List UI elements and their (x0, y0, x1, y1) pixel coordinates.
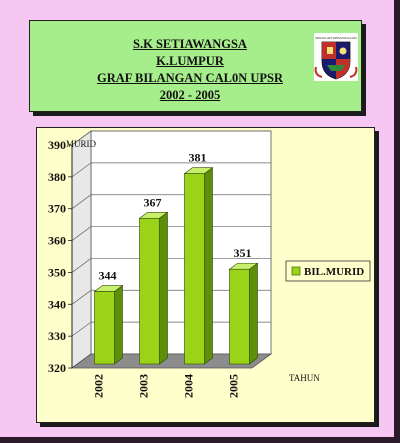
x-tick-label: 2004 (182, 374, 196, 398)
legend-label: BIL.MURID (304, 266, 364, 278)
header-panel: S.K SETIAWANGSA K.LUMPUR GRAF BILANGAN C… (29, 20, 362, 112)
bar-side (114, 284, 123, 365)
legend-box (285, 260, 371, 282)
gridline-diagonal (71, 290, 92, 305)
bar (184, 173, 205, 365)
school-location: K.LUMPUR (156, 54, 224, 68)
x-axis-title: TAHUN (289, 373, 320, 383)
data-label: 344 (99, 269, 117, 283)
school-name: S.K SETIAWANGSA (133, 37, 247, 51)
gridline-diagonal (71, 321, 92, 337)
bar-side (159, 211, 168, 365)
y-axis-title: MURID (66, 139, 97, 149)
chart-side-wall (71, 130, 92, 369)
graph-title: GRAF BILANGAN CAL0N UPSR (96, 71, 283, 85)
data-label: 381 (189, 151, 207, 165)
bar (139, 217, 160, 365)
x-tick-label: 2003 (137, 374, 151, 398)
data-label: 351 (234, 246, 252, 260)
y-tick-label: 370 (48, 202, 66, 216)
legend-swatch (291, 266, 301, 276)
chart-panel: 320 330 340 350 360 370 380 390 MURID 344 2002 367 2… (36, 127, 375, 423)
bar-side (204, 167, 213, 365)
gridline-diagonal (71, 162, 92, 178)
bar (229, 268, 250, 365)
data-label: 367 (144, 195, 162, 209)
y-tick-label: 360 (48, 234, 66, 248)
gridline-diagonal (71, 226, 92, 241)
y-tick-label: 380 (48, 170, 66, 184)
y-tick-label: 390 (48, 138, 66, 152)
gridline-diagonal (71, 194, 92, 209)
y-tick-label: 350 (48, 265, 66, 279)
bar (94, 291, 115, 365)
y-tick-label: 320 (48, 361, 66, 375)
y-tick-label: 330 (48, 329, 66, 343)
school-logo: SEKOLAH KEBANGSAAN (314, 33, 358, 81)
gridline-diagonal (71, 130, 92, 146)
bar-chart: 320 330 340 350 360 370 380 390 MURID 344 2002 367 2… (48, 130, 371, 398)
x-tick-label: 2005 (227, 374, 241, 398)
gridline-diagonal (71, 258, 92, 273)
year-range: 2002 - 2005 (159, 88, 221, 102)
y-tick-label: 340 (48, 297, 66, 311)
bar-side (249, 262, 258, 365)
svg-text:SEKOLAH KEBANGSAAN: SEKOLAH KEBANGSAAN (315, 36, 357, 40)
x-tick-label: 2002 (92, 374, 106, 398)
